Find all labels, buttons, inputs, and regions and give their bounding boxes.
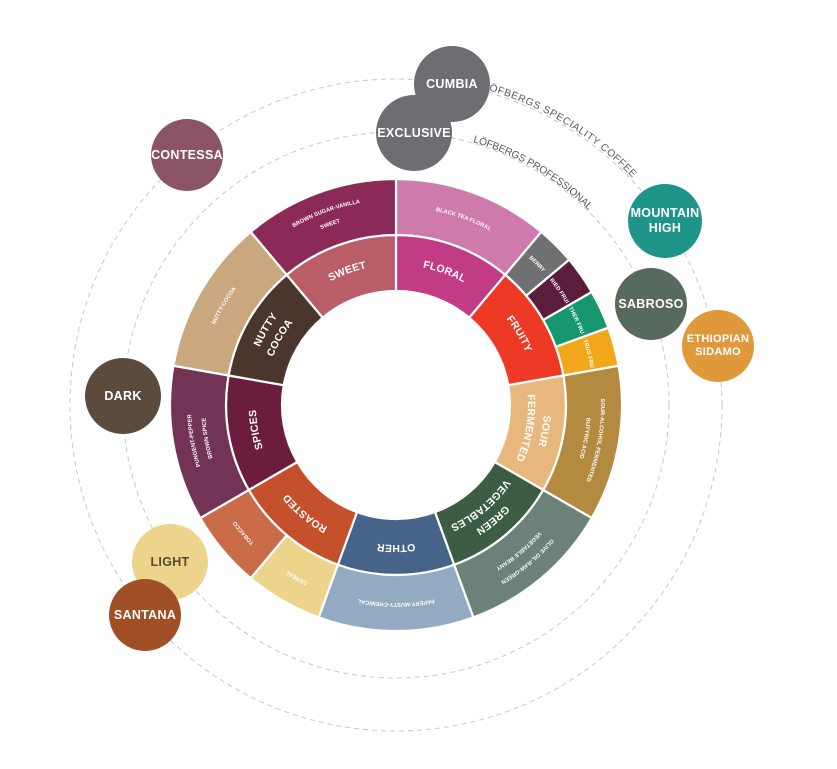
svg-text:LÖFBERGS SPECIALITY COFFEE: LÖFBERGS SPECIALITY COFFEE (482, 81, 639, 180)
svg-text:Other: Other (376, 541, 416, 554)
